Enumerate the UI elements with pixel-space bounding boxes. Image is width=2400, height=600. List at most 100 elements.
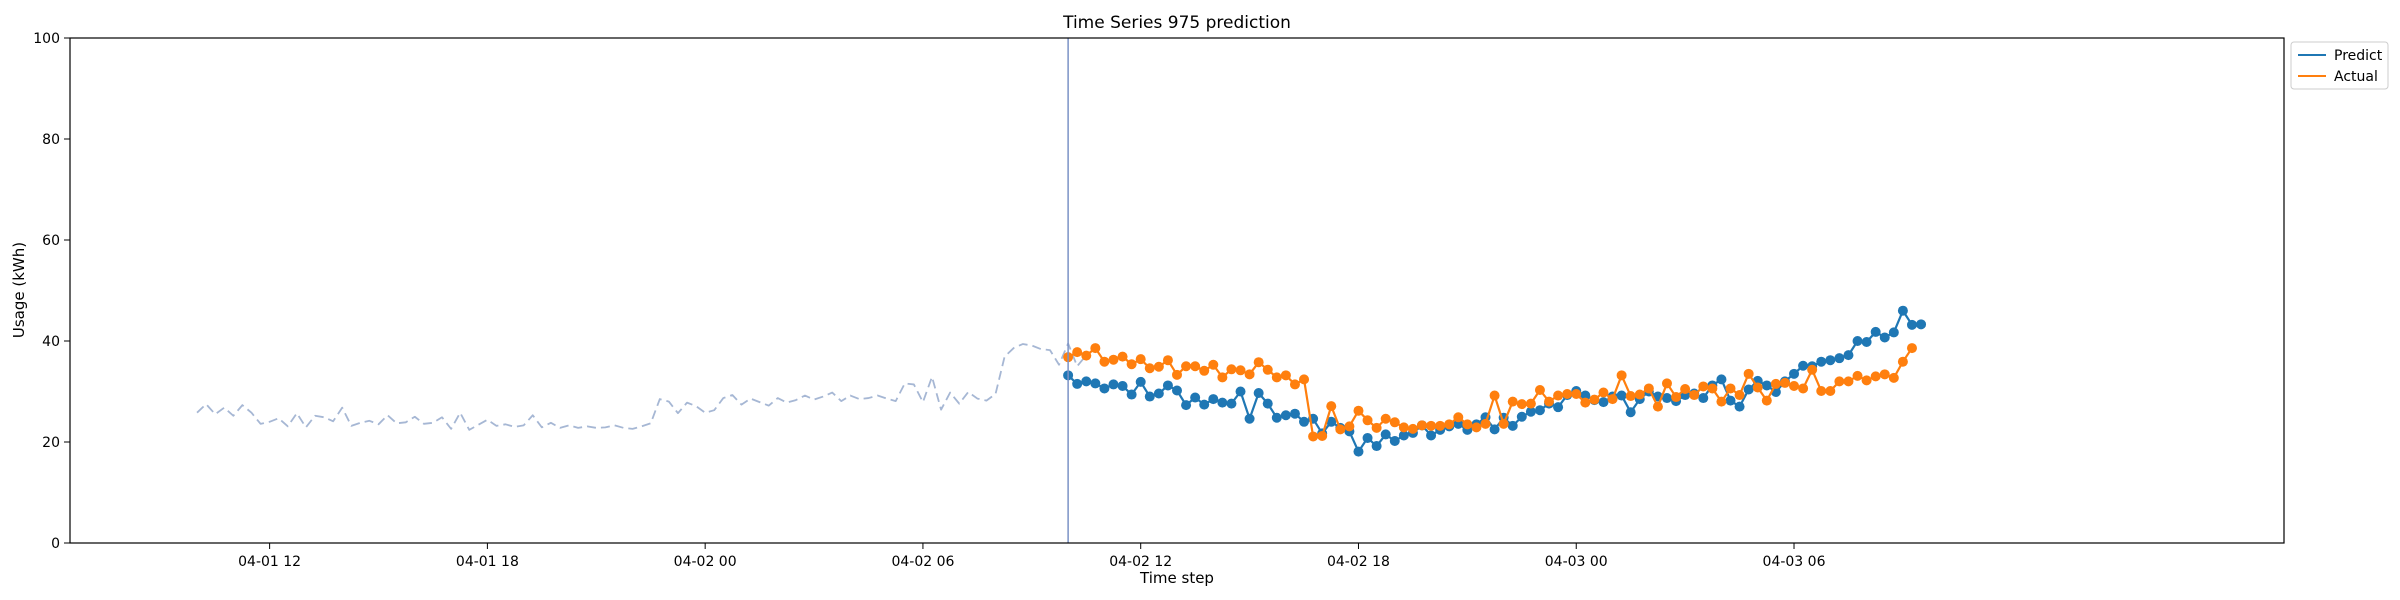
point-actual: [1652, 401, 1663, 412]
point-actual: [1752, 382, 1763, 393]
point-actual: [1117, 351, 1128, 362]
legend: Predict Actual: [2290, 41, 2389, 90]
point-predict: [1172, 385, 1182, 396]
x-axis-label: Time step: [1139, 569, 1214, 587]
point-actual: [1861, 375, 1872, 386]
point-predict: [1879, 332, 1890, 343]
plot-area-frame: [69, 37, 2285, 544]
point-actual: [1789, 380, 1800, 391]
point-actual: [1190, 361, 1201, 372]
point-actual: [1108, 354, 1119, 365]
point-predict: [1199, 399, 1210, 410]
point-actual: [1906, 343, 1917, 354]
point-actual: [1335, 424, 1346, 435]
y-tick-label: 60: [42, 233, 60, 249]
y-tick-label: 80: [42, 132, 60, 148]
point-actual: [1807, 364, 1818, 375]
point-predict: [1353, 446, 1364, 457]
point-predict: [1816, 356, 1827, 367]
point-predict: [1580, 390, 1591, 401]
point-actual: [1625, 391, 1636, 402]
point-actual: [1462, 419, 1473, 430]
point-predict: [1716, 374, 1727, 385]
point-actual: [1208, 359, 1219, 370]
point-actual: [1888, 372, 1899, 383]
point-actual: [1834, 376, 1845, 387]
point-predict: [1761, 380, 1772, 391]
x-tick-label: 04-01 12: [238, 554, 301, 570]
y-tick-label: 40: [42, 334, 60, 350]
series-line-actual: [1067, 346, 1913, 438]
point-actual: [1707, 383, 1718, 394]
point-actual: [1534, 384, 1545, 395]
point-actual: [1607, 394, 1618, 405]
point-actual: [1280, 370, 1291, 381]
point-predict: [1489, 424, 1500, 435]
point-actual: [1344, 421, 1355, 432]
point-predict: [1398, 430, 1409, 441]
point-actual: [1870, 371, 1881, 382]
point-predict: [1235, 386, 1246, 397]
point-predict: [1661, 393, 1672, 404]
point-predict: [1625, 407, 1636, 418]
point-actual: [1770, 378, 1781, 389]
x-tick-label: 04-01 18: [456, 554, 519, 570]
point-actual: [1489, 390, 1500, 401]
x-tick-label: 04-03 06: [1763, 554, 1826, 570]
point-actual: [1671, 392, 1682, 403]
point-actual: [1661, 378, 1672, 389]
point-actual: [1090, 343, 1101, 354]
point-predict: [1897, 305, 1908, 316]
point-actual: [1589, 394, 1600, 405]
y-tick-label: 0: [51, 536, 60, 552]
point-predict: [1525, 406, 1536, 417]
point-actual: [1299, 374, 1310, 385]
point-predict: [1825, 355, 1836, 366]
plot-series: [196, 305, 1927, 457]
point-actual: [1081, 350, 1092, 361]
point-actual: [1444, 419, 1455, 430]
point-actual: [1353, 405, 1364, 416]
point-actual: [1362, 415, 1373, 426]
point-actual: [1544, 396, 1555, 407]
point-actual: [1153, 361, 1164, 372]
point-actual: [1507, 396, 1518, 407]
x-tick-label: 04-03 00: [1545, 554, 1608, 570]
point-actual: [1181, 361, 1192, 372]
y-tick-label: 20: [42, 435, 60, 451]
point-actual: [1498, 418, 1509, 429]
point-actual: [1162, 355, 1173, 366]
point-actual: [1571, 389, 1582, 400]
point-predict: [1734, 401, 1745, 412]
point-predict: [1743, 384, 1754, 395]
point-actual: [1371, 422, 1382, 433]
point-actual: [1598, 387, 1609, 398]
point-actual: [1689, 390, 1700, 401]
point-predict: [1081, 376, 1092, 387]
point-predict: [1181, 400, 1192, 411]
point-actual: [1144, 363, 1155, 374]
point-predict: [1072, 378, 1083, 389]
point-predict: [1389, 435, 1400, 446]
point-predict: [1906, 319, 1917, 330]
point-actual: [1126, 359, 1137, 370]
legend-predict-label: Predict: [2334, 48, 2383, 64]
point-actual: [1897, 356, 1908, 367]
point-predict: [1190, 392, 1201, 403]
point-predict: [1861, 337, 1872, 348]
point-actual: [1435, 420, 1446, 431]
x-tick-label: 04-02 00: [674, 554, 737, 570]
point-predict: [1380, 429, 1391, 440]
point-predict: [1798, 360, 1809, 371]
point-actual: [1879, 369, 1890, 380]
point-predict: [1725, 395, 1736, 406]
chart-title: Time Series 975 prediction: [1062, 13, 1291, 33]
point-actual: [1317, 430, 1328, 441]
legend-frame: [2290, 41, 2389, 90]
point-actual: [1407, 423, 1418, 434]
point-actual: [1643, 383, 1654, 394]
point-actual: [1634, 389, 1645, 400]
point-actual: [1380, 413, 1391, 424]
point-predict: [1362, 432, 1373, 443]
